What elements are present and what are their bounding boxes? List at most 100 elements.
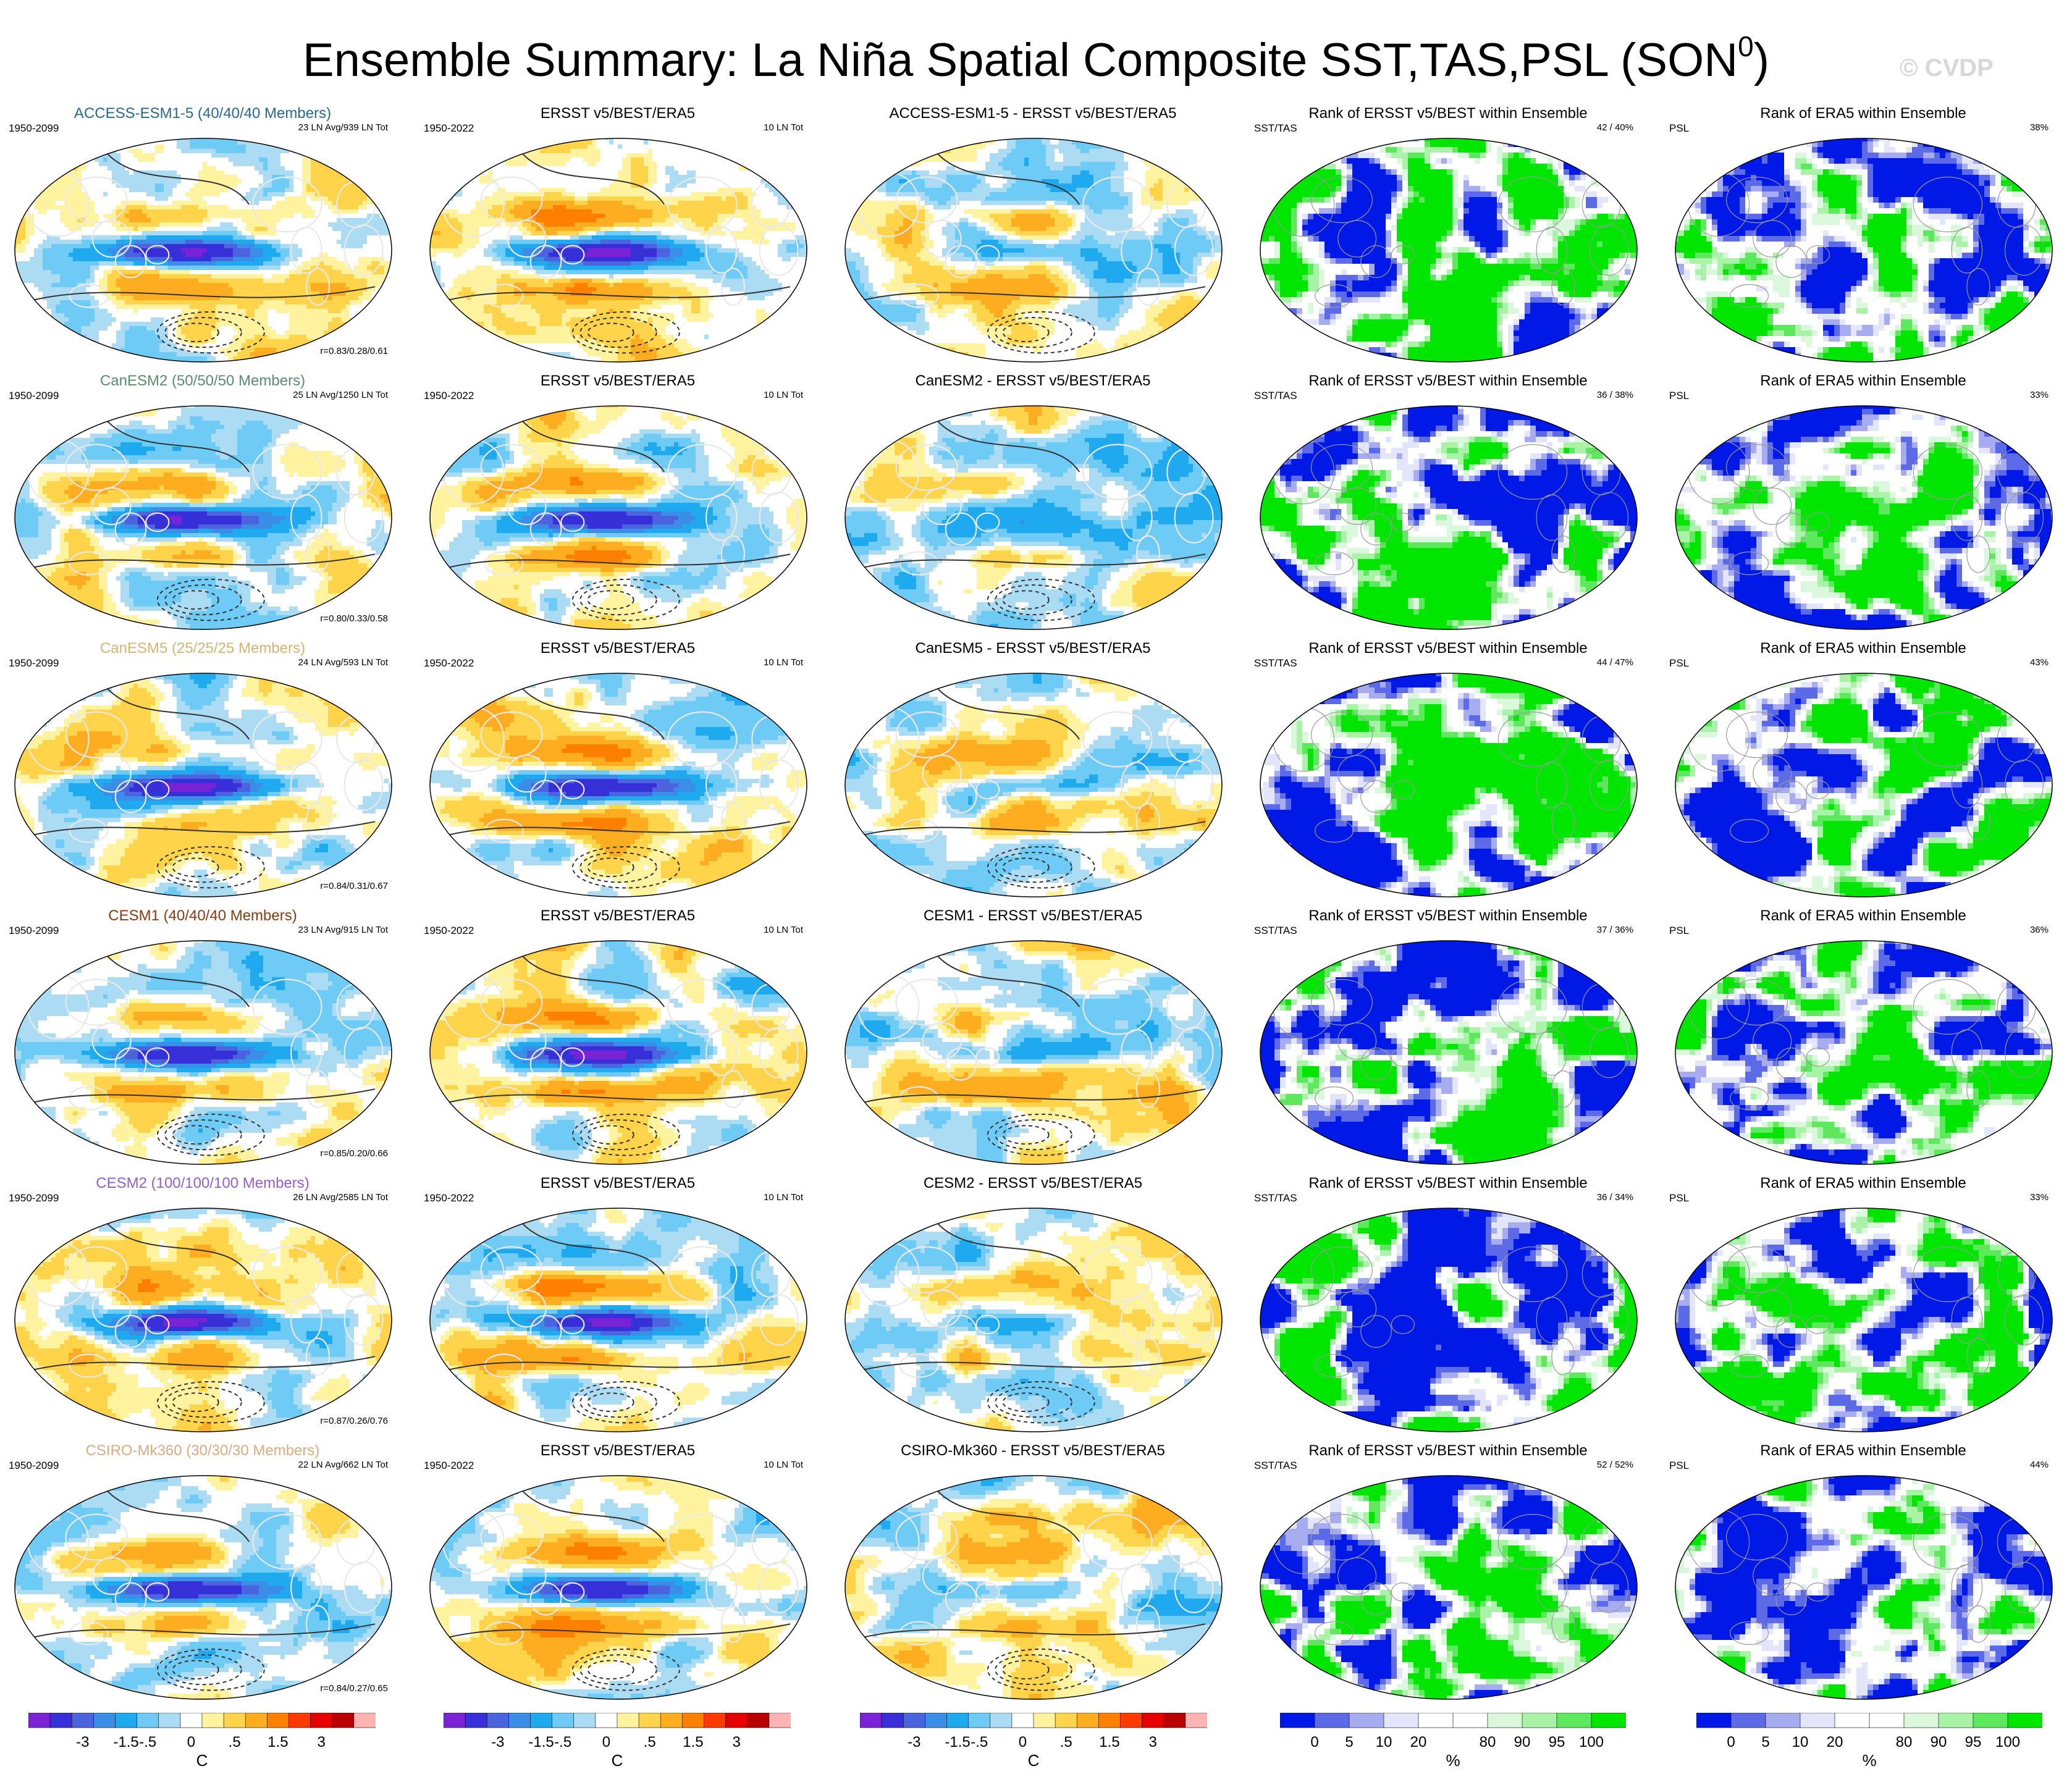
diff-model-name: ACCESS-ESM1-5 (889, 105, 1008, 122)
colorbar-unit: C (1028, 1751, 1040, 1770)
colorbar-swatch (224, 1713, 246, 1728)
colorbar-swatch (245, 1713, 267, 1728)
colorbar-swatch (93, 1713, 116, 1728)
panel-right-label: 44 / 47% (1597, 657, 1633, 668)
panel-title: CanESM2 (50/50/50 Members) (5, 372, 400, 390)
map-field (12, 938, 394, 1167)
map-panel-observed-composite: ERSST v5/BEST/ERA5 1950-2022 10 LN Tot (420, 907, 815, 1173)
panel-title: ERSST v5/BEST/ERA5 (420, 1175, 815, 1192)
panel-title: Rank of ERA5 within Ensemble (1666, 1175, 2061, 1192)
diff-suffix: - ERSST v5/BEST/ERA5 (1009, 105, 1177, 122)
world-map (843, 938, 1224, 1167)
map-field (12, 671, 394, 899)
map-field (12, 136, 394, 364)
panel-left-label: PSL (1669, 390, 1689, 402)
map-panel-model-composite: CSIRO-Mk360 (30/30/30 Members) 1950-2099 2… (5, 1442, 400, 1708)
panel-right-label: 36 / 38% (1597, 390, 1633, 400)
map-panel-rank-sst-tas: Rank of ERSST v5/BEST within Ensemble SST… (1250, 640, 1646, 906)
map-field (427, 938, 809, 1167)
map-field (1258, 403, 1640, 632)
colorbar-swatch (1164, 1713, 1186, 1728)
colorbar-swatch (947, 1713, 969, 1728)
map-field (1673, 403, 2055, 632)
colorbar-tick-label: 20 (1410, 1734, 1427, 1751)
panel-left-label: SST/TAS (1254, 390, 1297, 402)
panel-title: Rank of ERA5 within Ensemble (1666, 105, 2061, 122)
panel-left-label: SST/TAS (1254, 1192, 1297, 1204)
map-panel-model-composite: CESM1 (40/40/40 Members) 1950-2099 23 LN A… (5, 907, 400, 1173)
panel-title: Rank of ERSST v5/BEST within Ensemble (1250, 1442, 1646, 1460)
panel-title: Rank of ERA5 within Ensemble (1666, 372, 2061, 390)
colorbar-swatch (1696, 1713, 1732, 1728)
panel-right-label: 37 / 36% (1597, 925, 1633, 935)
colorbar-tick-label: 1.5 (683, 1734, 703, 1751)
colorbar-tick-label: 1.5 (1099, 1734, 1119, 1751)
title-close: ) (1754, 34, 1769, 86)
map-panel-model-composite: CanESM5 (25/25/25 Members) 1950-2099 24 LN… (5, 640, 400, 906)
panel-left-label: 1950-2099 (9, 122, 59, 135)
world-map (843, 1206, 1224, 1434)
world-map (1673, 1473, 2055, 1702)
world-map (427, 1206, 809, 1434)
panel-title: Rank of ERSST v5/BEST within Ensemble (1250, 372, 1646, 390)
colorbar-swatch (552, 1713, 575, 1728)
world-map (1673, 403, 2055, 632)
colorbar-swatch (531, 1713, 553, 1728)
colorbar-swatch (639, 1713, 661, 1728)
world-map (1258, 1473, 1640, 1702)
colorbar-tick-label: 80 (1480, 1734, 1496, 1751)
colorbar-swatch (726, 1713, 748, 1728)
colorbar-tick-label: 10 (1792, 1734, 1809, 1751)
colorbar-swatch (1835, 1713, 1870, 1728)
panel-title: CanESM2 - ERSST v5/BEST/ERA5 (835, 372, 1231, 390)
diff-suffix: - ERSST v5/BEST/ERA5 (983, 640, 1151, 657)
colorbar-swatch (2008, 1713, 2042, 1728)
map-field (12, 403, 394, 632)
map-field (1673, 1473, 2055, 1702)
map-panel-rank-sst-tas: Rank of ERSST v5/BEST within Ensemble SST… (1250, 1442, 1646, 1708)
map-field (1258, 671, 1640, 899)
diff-suffix: - ERSST v5/BEST/ERA5 (983, 372, 1151, 389)
rank-colorbar: 0 5 10 20 80 90 95 100% (1696, 1713, 2042, 1775)
map-panel-rank-psl: Rank of ERA5 within Ensemble PSL 44% (1666, 1442, 2061, 1708)
colorbar-tick-label: -1.5 (528, 1734, 554, 1751)
colorbar-tick-label: 0 (602, 1734, 610, 1751)
colorbar-tick-label: -1.5 (945, 1734, 970, 1751)
world-map (12, 1206, 394, 1434)
colorbar-unit: C (612, 1751, 623, 1770)
panel-right-label: 10 LN Tot (764, 1460, 803, 1470)
world-map (427, 938, 809, 1167)
panel-title: Rank of ERA5 within Ensemble (1666, 907, 2061, 925)
colorbar-tick-label: 90 (1931, 1734, 1947, 1751)
panel-left-label: SST/TAS (1254, 657, 1297, 670)
map-panel-rank-psl: Rank of ERA5 within Ensemble PSL 36% (1666, 907, 2061, 1173)
panel-title: ACCESS-ESM1-5 (40/40/40 Members) (5, 105, 400, 122)
map-panel-observed-composite: ERSST v5/BEST/ERA5 1950-2022 10 LN Tot (420, 105, 815, 371)
panel-left-label: 1950-2099 (9, 925, 59, 937)
colorbar-tick-label: .5 (229, 1734, 241, 1751)
colorbar-tick-label: 0 (1310, 1734, 1318, 1751)
colorbar-unit: % (1446, 1751, 1460, 1770)
map-field (1258, 136, 1640, 364)
colorbar-swatch (990, 1713, 1013, 1728)
colorbar-swatch (617, 1713, 639, 1728)
colorbar-tick-label: 3 (1149, 1734, 1157, 1751)
panel-left-label: PSL (1669, 122, 1689, 135)
diff-model-name: CESM2 (924, 1175, 975, 1192)
colorbar-tick-label: 0 (1727, 1734, 1735, 1751)
map-field (1673, 938, 2055, 1167)
colorbar-swatch (289, 1713, 311, 1728)
map-field (1258, 1473, 1640, 1702)
map-panel-rank-sst-tas: Rank of ERSST v5/BEST within Ensemble SST… (1250, 1175, 1646, 1440)
world-map (427, 1473, 809, 1702)
panel-left-label: 1950-2099 (9, 657, 59, 670)
world-map (1258, 1206, 1640, 1434)
map-panel-rank-psl: Rank of ERA5 within Ensemble PSL 38% (1666, 105, 2061, 371)
panel-title: Rank of ERSST v5/BEST within Ensemble (1250, 1175, 1646, 1192)
map-panel-rank-sst-tas: Rank of ERSST v5/BEST within Ensemble SST… (1250, 372, 1646, 638)
colorbar-swatch (332, 1713, 355, 1728)
panel-title: CESM1 (40/40/40 Members) (5, 907, 400, 925)
colorbar-swatch (267, 1713, 289, 1728)
colorbar-swatch (596, 1713, 618, 1728)
colorbar-swatches (28, 1713, 376, 1729)
